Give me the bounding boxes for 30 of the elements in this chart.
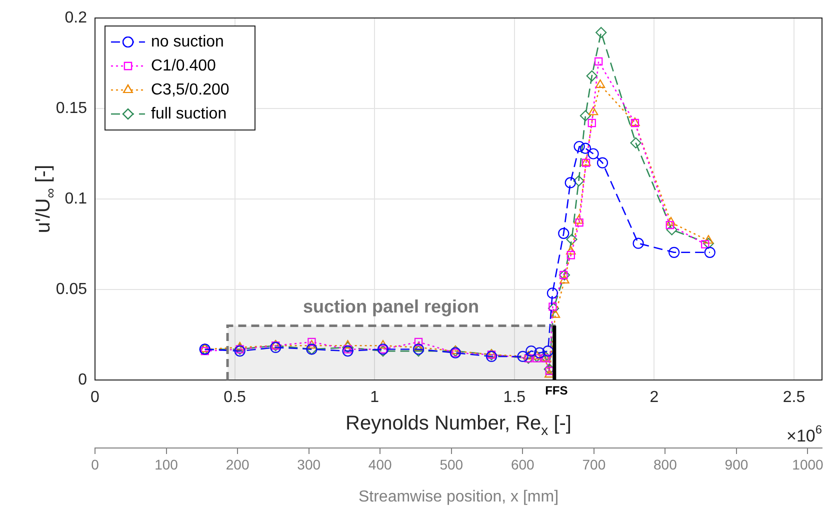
x2-tick-label: 200: [226, 456, 250, 472]
x2-tick-label: 400: [368, 456, 392, 472]
x2-tick-label: 0: [91, 456, 100, 472]
legend-label: no suction: [151, 33, 224, 50]
legend-label: C1/0.400: [151, 57, 216, 74]
x2-tick-label: 700: [582, 456, 606, 472]
x-tick-label: 2.5: [782, 389, 806, 406]
x-tick-label: 2: [650, 389, 659, 406]
y-tick-label: 0.2: [64, 9, 88, 26]
ref-line-label: FFS: [545, 383, 568, 398]
x2-tick-label: 100: [154, 456, 178, 472]
legend-label: C3,5/0.200: [151, 81, 230, 98]
y-tick-label: 0.1: [64, 190, 88, 208]
y-tick-label: 0: [78, 371, 88, 388]
band-label: suction panel region: [302, 296, 479, 317]
x-tick-label: 1: [370, 389, 380, 406]
y-axis-title: u'/U∞ [-]: [32, 164, 58, 234]
x2-tick-label: 900: [724, 456, 748, 472]
legend-label: full suction: [151, 105, 227, 122]
x2-tick-label: 800: [654, 456, 678, 472]
x2-tick-label: 500: [440, 456, 464, 472]
x2-tick-label: 600: [510, 456, 535, 472]
y-tick-label: 0.05: [56, 280, 88, 298]
x-tick-label: 0: [90, 389, 100, 406]
x2-tick-label: 300: [297, 456, 321, 472]
x2-tick-label: 1000: [792, 456, 824, 472]
x2-axis-title: Streamwise position, x [mm]: [358, 488, 559, 506]
x-tick-label: 1.5: [503, 389, 526, 406]
x-tick-label: 0.5: [224, 389, 246, 406]
y-tick-label: 0.15: [56, 100, 88, 117]
